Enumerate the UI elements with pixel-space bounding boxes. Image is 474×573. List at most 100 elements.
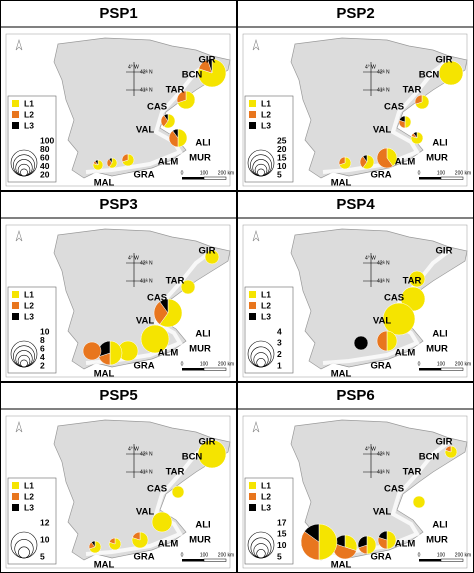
place-label: MUR [426,535,448,546]
size-key [257,168,265,177]
place-label: MUR [189,344,211,355]
size-label: 10 [277,161,287,171]
pie-slice [82,341,102,361]
size-label: 40 [40,161,50,171]
size-label: 8 [40,335,45,345]
place-label: ALM [395,348,416,359]
coord-label: 4° W [365,64,376,70]
pie-slice [204,249,220,265]
size-label: 10 [40,326,50,336]
size-label: 25 [277,135,287,145]
scale-bar [419,177,441,180]
legend-label: L3 [24,502,34,512]
pie-slice [398,115,406,123]
size-key [256,358,266,368]
graticule: 4° W42° N 41° N [126,444,153,478]
place-label: BCN [419,70,440,81]
place-label: CAS [147,102,167,113]
size-label: 100 [40,135,54,145]
scale-bar [182,368,204,371]
scale-label: 100 [437,170,446,176]
place-label: VAL [373,316,391,327]
size-label: 2 [277,349,282,359]
legend-swatch [12,504,19,511]
panel-title: PSP1 [99,5,137,22]
pie-slice [413,131,418,139]
scale-bar [182,177,204,180]
pie-slice [140,324,170,354]
coord-label: 42° N [377,451,390,457]
pie-slice [151,511,173,533]
place-label: GIR [199,246,216,257]
pie-slice [357,535,368,549]
pie-slice [94,159,99,166]
north-arrow [15,229,23,242]
size-label: 80 [40,144,50,154]
land [53,419,231,561]
legend-label: L2 [24,300,34,310]
pie-slice [108,537,116,545]
place-label: CAS [147,484,167,495]
panel-title: PSP5 [99,387,137,404]
legend-label: L2 [261,491,271,501]
scale-label: 100 [200,552,209,558]
place-label: MUR [426,153,448,164]
size-label: 3 [277,338,282,348]
size-key [256,549,266,559]
coord-label: 41° N [140,87,153,93]
pie-slice [366,535,377,555]
coord-label: 42° N [377,69,390,75]
legend-swatch [249,493,256,500]
size-label: 60 [40,152,50,162]
legend-swatch [249,313,256,320]
legend-swatch [12,493,19,500]
pie-slice [163,113,169,122]
size-label: 4 [40,352,45,362]
pie-slice [108,157,118,169]
scale-label: 0 [181,170,184,176]
legend-label: L1 [261,289,271,299]
pie-slice [92,159,104,171]
legend-swatch [12,302,19,309]
coord-label: 42° N [140,260,153,266]
scale-label: 100 [200,361,209,367]
place-label: GRA [133,170,154,181]
panel: PSP6 4° W42° N 41° N GIR BCN TAR CAS VAL ALI MUR A… [237,382,474,573]
panel: PSP2 4° W42° N 41° N GIR BCN TAR CAS VAL ALI MUR A… [237,0,474,191]
legend-swatch [12,313,19,320]
size-label: 2 [40,360,45,370]
pie-slice [153,301,169,325]
pie-slice [168,130,179,148]
legend-swatch [12,482,19,489]
place-label: ALI [195,329,210,340]
coast-band [85,58,214,174]
panel-border [0,0,237,191]
size-label: 12 [40,517,50,527]
pie-slice [438,60,464,86]
legend-label: L2 [261,300,271,310]
scale-bar [203,367,227,371]
place-label: VAL [373,125,391,136]
pie-slice [412,495,426,509]
map: 4° W42° N 41° N GIR BCN TAR CAS VAL ALI MUR ALM GR… [5,415,234,571]
place-label: ALI [195,520,210,531]
scale-bar [182,559,204,562]
pie-slice [177,128,188,148]
coord-label: 41° N [140,469,153,475]
scale-label: 0 [418,170,421,176]
legend-swatch [12,100,19,107]
pie-slice [376,330,388,352]
place-label: TAR [166,276,185,287]
coord-label: 4° W [365,446,376,452]
scale-label: 0 [181,361,184,367]
pie-slice [362,154,375,170]
scale-label: 200 km [218,361,234,367]
land [53,37,231,179]
pie-slice [318,523,338,561]
graticule: 4° W42° N 41° N [126,253,153,287]
pie-slice [159,298,169,314]
